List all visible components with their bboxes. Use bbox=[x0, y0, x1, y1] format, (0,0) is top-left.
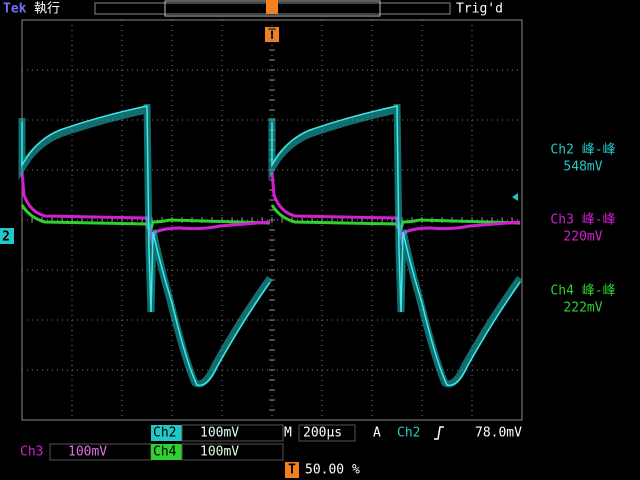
ch4-label-box bbox=[151, 444, 182, 460]
measurement-value: 220mV bbox=[563, 230, 602, 245]
ch2-trace-band bbox=[18, 103, 273, 388]
trigger-position: 50.00 % bbox=[305, 463, 360, 478]
ch3-name: Ch3 bbox=[20, 445, 43, 460]
ch4-name: Ch4 bbox=[153, 445, 177, 460]
ch2-marker: 2 bbox=[2, 230, 10, 245]
trigger-source: Ch2 bbox=[397, 426, 420, 441]
ch2-label-box bbox=[151, 425, 182, 441]
measurement-label: Ch3 峰-峰 bbox=[550, 213, 615, 228]
timebase-box bbox=[298, 424, 356, 442]
trigger-marker-box bbox=[265, 27, 279, 42]
ch3-scale: 100mV bbox=[68, 445, 107, 460]
trigger-position-box bbox=[285, 462, 299, 478]
ch2-scale-box bbox=[181, 424, 284, 442]
timebase: 200µs bbox=[303, 426, 342, 441]
run-status: 執行 bbox=[34, 1, 60, 17]
measurement-label: Ch4 峰-峰 bbox=[550, 284, 615, 299]
measurement-value: 548mV bbox=[563, 160, 602, 175]
trigger-level: 78.0mV bbox=[475, 426, 522, 441]
measurement-label: Ch2 峰-峰 bbox=[550, 143, 615, 158]
trigger-position-top bbox=[266, 0, 278, 14]
trigger-mode: A bbox=[373, 426, 381, 441]
measurement-value: 222mV bbox=[563, 301, 602, 316]
trigger-level-marker bbox=[512, 193, 518, 201]
graticule-border bbox=[21, 19, 523, 421]
brand: Tek bbox=[3, 2, 27, 17]
trigger-position-label: T bbox=[288, 463, 296, 478]
ch4-scale-box bbox=[181, 443, 284, 461]
ch2-marker-box bbox=[0, 228, 14, 244]
ch2-trace bbox=[21, 105, 271, 387]
ch2-scale: 100mV bbox=[200, 426, 239, 441]
ch2-name: Ch2 bbox=[153, 426, 176, 441]
ch3-trace bbox=[20, 171, 271, 246]
rising-edge-icon bbox=[434, 426, 444, 440]
timebase-label: M bbox=[284, 426, 292, 441]
waveform-period bbox=[18, 103, 273, 388]
ch4-scale: 100mV bbox=[200, 445, 239, 460]
trigger-status: Trig'd bbox=[456, 2, 503, 17]
